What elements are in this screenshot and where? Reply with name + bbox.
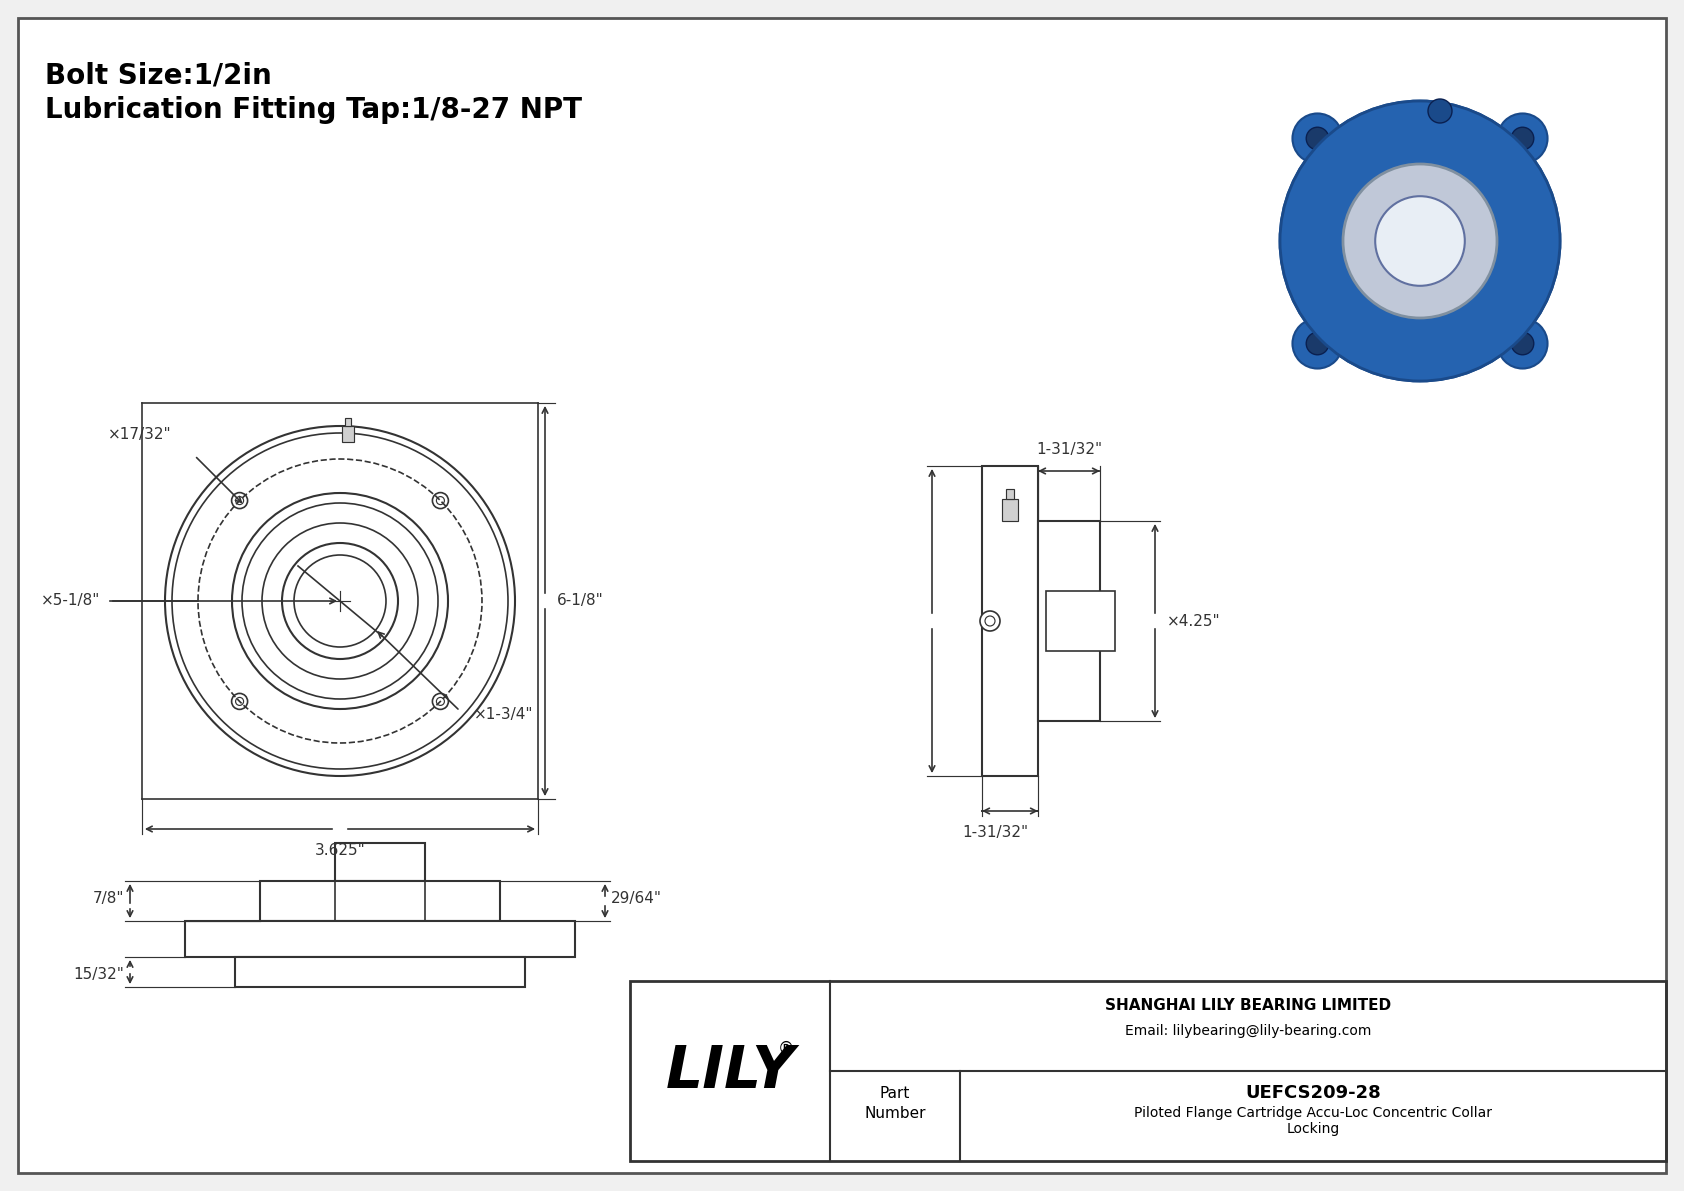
Text: Part: Part	[879, 1086, 909, 1102]
Circle shape	[1497, 113, 1548, 163]
Circle shape	[1376, 197, 1465, 286]
Text: ×17/32": ×17/32"	[108, 426, 172, 442]
Bar	[630, 981, 1665, 1161]
Bar	[259, 881, 500, 921]
Text: 15/32": 15/32"	[72, 967, 125, 983]
Bar	[1002, 499, 1019, 520]
Bar	[1046, 591, 1115, 651]
Text: UEFCS209-28: UEFCS209-28	[1244, 1084, 1381, 1102]
Circle shape	[1497, 318, 1548, 368]
Circle shape	[980, 611, 1000, 631]
Circle shape	[1292, 318, 1342, 368]
Text: 3.625": 3.625"	[315, 843, 365, 858]
Text: ×4.25": ×4.25"	[1167, 613, 1221, 629]
Bar	[185, 921, 574, 958]
Bar	[1037, 520, 1100, 721]
Bar	[236, 958, 525, 987]
Circle shape	[1307, 127, 1329, 150]
Text: Lubrication Fitting Tap:1/8-27 NPT: Lubrication Fitting Tap:1/8-27 NPT	[45, 96, 583, 124]
Circle shape	[1344, 164, 1497, 318]
Circle shape	[1280, 101, 1559, 381]
Bar	[342, 426, 354, 442]
Text: ×5-1/8": ×5-1/8"	[40, 593, 99, 609]
Text: 1-31/32": 1-31/32"	[1036, 442, 1101, 457]
Circle shape	[1292, 113, 1342, 163]
Circle shape	[1428, 99, 1452, 123]
Text: LILY: LILY	[665, 1042, 795, 1099]
Text: Bolt Size:1/2in: Bolt Size:1/2in	[45, 61, 271, 89]
Text: 1-31/32": 1-31/32"	[962, 825, 1027, 840]
Circle shape	[1376, 197, 1465, 286]
Text: 29/64": 29/64"	[611, 892, 662, 906]
Circle shape	[1280, 101, 1559, 381]
Text: 7/8": 7/8"	[93, 892, 125, 906]
Circle shape	[1511, 332, 1534, 355]
Circle shape	[1307, 332, 1329, 355]
Text: Piloted Flange Cartridge Accu-Loc Concentric Collar
Locking: Piloted Flange Cartridge Accu-Loc Concen…	[1133, 1106, 1492, 1136]
Text: ®: ®	[778, 1040, 795, 1058]
Circle shape	[1344, 164, 1497, 318]
Bar	[345, 418, 350, 426]
Text: SHANGHAI LILY BEARING LIMITED: SHANGHAI LILY BEARING LIMITED	[1105, 998, 1391, 1014]
Text: 6-1/8": 6-1/8"	[557, 593, 605, 609]
Bar	[982, 466, 1037, 777]
Circle shape	[1511, 127, 1534, 150]
Text: Number: Number	[864, 1106, 926, 1122]
Text: Email: lilybearing@lily-bearing.com: Email: lilybearing@lily-bearing.com	[1125, 1024, 1371, 1039]
Bar	[1005, 490, 1014, 499]
Text: ×1-3/4": ×1-3/4"	[473, 706, 534, 722]
Bar	[335, 843, 424, 881]
